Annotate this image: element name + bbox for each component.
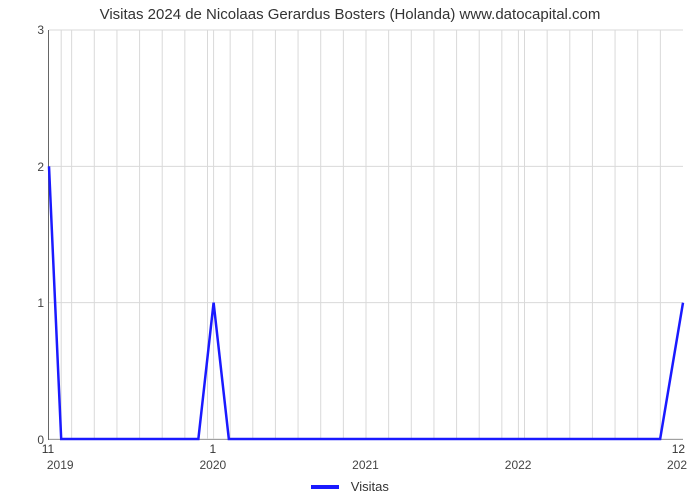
x-tick-label: 2021 xyxy=(352,458,379,472)
x-tick-label: 2019 xyxy=(47,458,74,472)
x-tick-label-clipped: 202 xyxy=(667,458,687,472)
y-tick-label: 0 xyxy=(4,433,44,447)
chart-title: Visitas 2024 de Nicolaas Gerardus Boster… xyxy=(0,6,700,23)
legend-swatch xyxy=(311,485,339,489)
legend: Visitas xyxy=(0,478,700,494)
x-tick-label: 2020 xyxy=(199,458,226,472)
value-label: 11 xyxy=(42,442,54,456)
value-label: 12 xyxy=(672,442,685,456)
chart-container: Visitas 2024 de Nicolaas Gerardus Boster… xyxy=(0,0,700,500)
y-tick-label: 3 xyxy=(4,23,44,37)
legend-label: Visitas xyxy=(351,479,389,494)
value-label: 1 xyxy=(210,442,217,456)
gridlines xyxy=(49,30,683,439)
plot-area xyxy=(48,30,683,440)
y-tick-label: 1 xyxy=(4,296,44,310)
chart-svg xyxy=(49,30,683,439)
x-tick-label: 2022 xyxy=(505,458,532,472)
y-tick-label: 2 xyxy=(4,160,44,174)
